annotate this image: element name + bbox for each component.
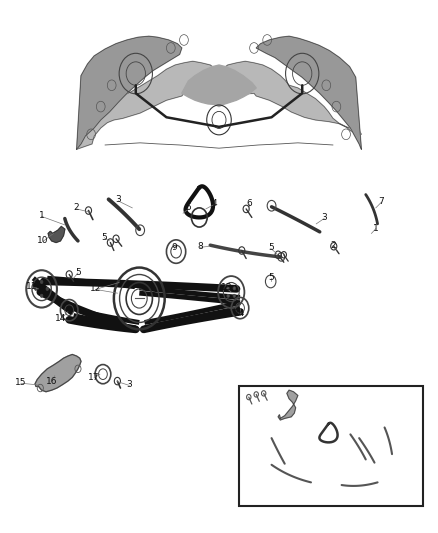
Polygon shape <box>182 65 256 107</box>
Text: 5: 5 <box>75 269 81 277</box>
Circle shape <box>40 294 43 297</box>
Text: 1: 1 <box>373 224 379 232</box>
Text: 10: 10 <box>37 237 49 245</box>
Text: 12: 12 <box>90 285 101 293</box>
Text: 4: 4 <box>212 199 217 208</box>
Text: 14: 14 <box>234 309 246 318</box>
Polygon shape <box>256 36 361 149</box>
Text: 2: 2 <box>74 204 79 212</box>
Text: 5: 5 <box>268 244 274 252</box>
Circle shape <box>227 287 230 290</box>
Text: 5: 5 <box>268 273 274 281</box>
FancyBboxPatch shape <box>239 386 423 506</box>
Text: 1: 1 <box>39 212 45 220</box>
Text: 16: 16 <box>46 377 57 385</box>
Text: 3: 3 <box>115 196 121 204</box>
Polygon shape <box>77 61 361 149</box>
Text: 17: 17 <box>88 373 100 382</box>
Text: 5: 5 <box>101 233 107 241</box>
Text: 8: 8 <box>198 243 204 251</box>
Text: 14: 14 <box>55 314 66 323</box>
Text: 7: 7 <box>378 197 384 206</box>
Text: 2: 2 <box>330 241 336 249</box>
Text: 3: 3 <box>126 381 132 389</box>
Circle shape <box>35 287 37 290</box>
Polygon shape <box>278 390 298 420</box>
Text: 9: 9 <box>171 244 177 252</box>
Polygon shape <box>77 36 182 149</box>
Polygon shape <box>48 227 65 243</box>
Text: 11: 11 <box>26 282 37 291</box>
Circle shape <box>233 287 236 290</box>
Text: 15: 15 <box>15 378 27 387</box>
Text: 5: 5 <box>185 204 191 212</box>
Text: 13: 13 <box>221 284 233 292</box>
Text: 3: 3 <box>321 213 327 222</box>
Circle shape <box>227 294 230 297</box>
Polygon shape <box>35 354 81 392</box>
Circle shape <box>40 280 43 284</box>
Circle shape <box>233 294 236 297</box>
Text: 6: 6 <box>247 199 253 208</box>
Circle shape <box>46 287 49 290</box>
